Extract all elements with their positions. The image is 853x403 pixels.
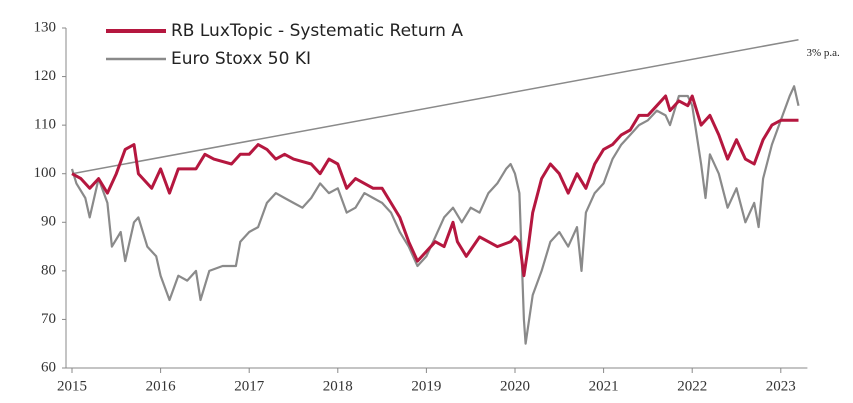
y-tick-label: 110: [34, 117, 56, 133]
x-tick-label: 2020: [500, 378, 530, 394]
x-tick-label: 2021: [589, 378, 619, 394]
series-line: [70, 85, 800, 345]
x-tick-label: 2023: [766, 378, 796, 394]
x-tick-label: 2019: [411, 378, 441, 394]
legend-label: RB LuxTopic - Systematic Return A: [171, 21, 463, 41]
y-tick-label: 60: [41, 359, 56, 375]
y-tick-label: 70: [41, 311, 56, 327]
x-tick-label: 2022: [677, 378, 707, 394]
series-line: [71, 94, 799, 278]
legend-label: Euro Stoxx 50 KI: [171, 49, 311, 69]
x-tick-label: 2015: [57, 378, 87, 394]
reference-label: 3% p.a.: [807, 47, 841, 59]
x-tick-label: 2017: [234, 378, 265, 394]
y-tick-label: 130: [34, 19, 57, 35]
reference-line: [71, 38, 799, 175]
y-tick-label: 120: [34, 68, 57, 84]
x-tick-label: 2016: [146, 378, 177, 394]
y-tick-label: 90: [41, 214, 56, 230]
y-tick-label: 80: [41, 262, 56, 278]
x-tick-label: 2018: [323, 378, 353, 394]
y-tick-label: 100: [34, 165, 57, 181]
